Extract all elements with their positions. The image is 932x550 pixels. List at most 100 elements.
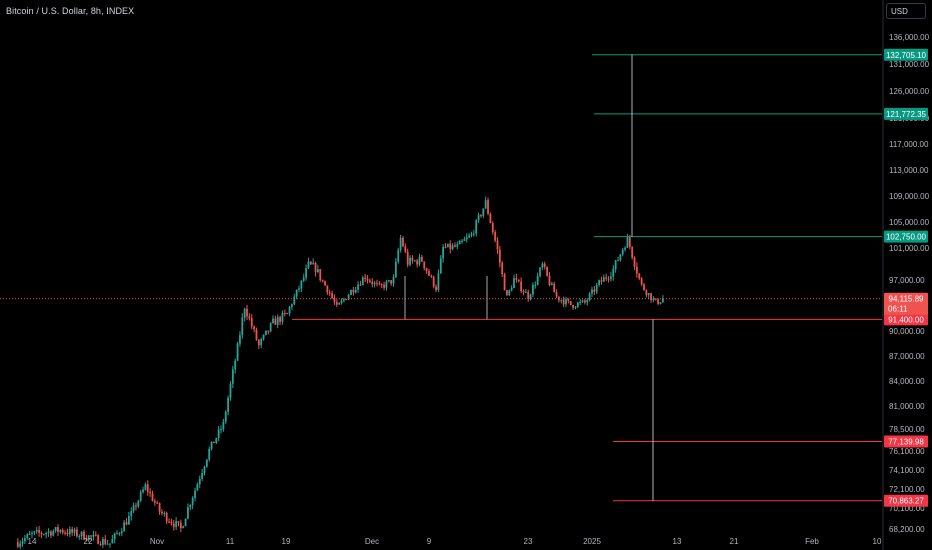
candle (109, 543, 111, 548)
candle (262, 334, 265, 341)
candle (380, 283, 383, 289)
candle-body (340, 300, 343, 303)
candle (661, 295, 664, 303)
candle-body (300, 280, 303, 289)
candle-body (456, 244, 459, 247)
candle (399, 234, 402, 253)
candle (397, 247, 400, 264)
candle-body (489, 213, 492, 224)
candle (139, 489, 142, 503)
candle-body (487, 200, 489, 214)
candle-body (187, 507, 189, 519)
candle (633, 256, 636, 270)
candle (253, 325, 256, 333)
candle (213, 441, 215, 444)
candle-body (524, 291, 527, 293)
candle (281, 310, 284, 325)
candle-body (191, 498, 194, 505)
candle (222, 418, 225, 432)
candle-body (179, 522, 182, 529)
candle (550, 281, 553, 286)
candle-body (283, 312, 286, 314)
candle-body (404, 246, 407, 252)
candle-body (118, 533, 121, 535)
levels-layer (0, 54, 882, 502)
candle (359, 280, 362, 286)
candle (366, 275, 369, 284)
candle (541, 261, 544, 270)
candle (276, 314, 279, 329)
candle (428, 268, 430, 277)
candle-body (177, 521, 180, 523)
candle (617, 256, 619, 262)
candle (142, 486, 144, 494)
candle-body (326, 285, 329, 293)
price-tick-label: 78,500.00 (889, 425, 925, 434)
candle (118, 532, 121, 536)
candle-body (317, 269, 319, 273)
candle-body (127, 516, 130, 525)
candle (28, 530, 31, 535)
time-tick-label: Nov (150, 537, 164, 546)
candle-body (432, 276, 435, 287)
candle-body (425, 268, 428, 272)
candle-body (66, 532, 69, 535)
candle-body (184, 518, 187, 527)
candle-body (347, 294, 350, 300)
candle (90, 534, 92, 541)
candle-body (90, 535, 92, 537)
candle-body (109, 543, 111, 545)
candle (477, 212, 480, 223)
candle-body (560, 299, 563, 301)
candle-body (52, 531, 55, 536)
candle (470, 231, 473, 238)
time-tick-label: 19 (282, 537, 291, 546)
candle-body (97, 535, 100, 545)
candle-body (394, 261, 397, 278)
candle-body (640, 278, 643, 285)
candle (106, 539, 109, 545)
candle (506, 289, 508, 296)
candle (125, 518, 128, 526)
candle (385, 279, 388, 291)
candle-body (203, 466, 206, 473)
candle-body (501, 262, 504, 275)
candle-body (482, 208, 485, 216)
candle-body (35, 529, 38, 532)
candle (413, 259, 416, 262)
currency-button[interactable]: USD (886, 3, 926, 19)
candle (451, 243, 454, 251)
candle (198, 475, 201, 489)
candle (420, 254, 423, 263)
candle (257, 338, 260, 350)
candle (64, 530, 66, 536)
candle-body (437, 273, 440, 291)
candle-body (205, 459, 208, 467)
candle-body (239, 335, 241, 344)
price-tick-label: 74,100.00 (889, 466, 925, 475)
candle (153, 498, 156, 506)
candle (456, 241, 459, 250)
candle (274, 315, 277, 325)
candle-body (312, 262, 315, 265)
candle-body (598, 280, 600, 285)
candle-body (130, 511, 133, 517)
price-tick-label: 117,000.00 (889, 140, 929, 149)
candle-body (194, 490, 196, 499)
candle-body (220, 429, 222, 431)
candle (19, 540, 22, 550)
candle-body (104, 539, 107, 545)
candle (517, 279, 520, 283)
candle (288, 305, 291, 317)
candle (116, 530, 118, 535)
candle (234, 358, 237, 374)
candle-body (269, 322, 272, 332)
candle (584, 298, 586, 305)
candle-body (546, 266, 549, 276)
candle-body (470, 233, 473, 236)
current-price-label: 94,115.89 (889, 295, 925, 304)
candle-body (302, 277, 305, 281)
candle (333, 294, 336, 305)
candle (574, 306, 577, 310)
